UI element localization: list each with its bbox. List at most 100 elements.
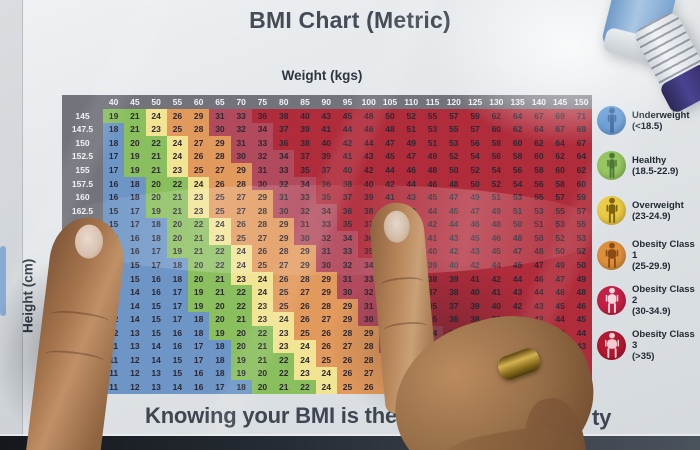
bmi-cell: 37 xyxy=(315,163,337,177)
bmi-cell: 36 xyxy=(443,312,465,326)
left-fingernail xyxy=(74,223,104,260)
legend-item-obesity-class-3: Obesity Class 3 (>35) xyxy=(597,329,699,362)
bmi-cell: 50 xyxy=(443,163,465,177)
bmi-cell: 21 xyxy=(209,285,231,299)
bmi-cell: 13 xyxy=(124,339,146,354)
bmi-cell: 56 xyxy=(528,176,550,191)
bmi-cell: 58 xyxy=(506,149,529,164)
bmi-cell: 25 xyxy=(209,203,231,218)
bmi-cell: 24 xyxy=(315,366,337,381)
bmi-cell: 26 xyxy=(166,109,189,123)
bmi-cell: 53 xyxy=(549,217,571,232)
bmi-cell: 20 xyxy=(145,176,167,191)
bmi-cell: 19 xyxy=(230,353,252,367)
bmi-cell: 24 xyxy=(315,380,337,394)
legend-text-obesity-class-2: Obesity Class 2 (30-34.9) xyxy=(632,284,699,317)
bmi-cell: 67 xyxy=(549,122,571,137)
legend-item-obesity-class-1: Obesity Class 1 (25-29.9) xyxy=(597,239,699,272)
bmi-cell: 22 xyxy=(294,380,316,394)
bmi-cell: 29 xyxy=(315,285,337,299)
bmi-cell: 22 xyxy=(230,298,252,313)
height-label-cell: 150 xyxy=(62,136,103,150)
bmi-cell: 54 xyxy=(506,176,529,191)
bmi-cell: 28 xyxy=(358,353,380,367)
bmi-cell: 28 xyxy=(336,326,359,340)
bmi-cell: 58 xyxy=(528,163,550,177)
bmi-cell: 24 xyxy=(294,353,316,367)
legend-item-overweight: Overweight (23-24.9) xyxy=(597,196,699,225)
bmi-cell: 24 xyxy=(145,109,167,123)
bmi-cell: 20 xyxy=(251,366,274,381)
weight-header-cell: 40 xyxy=(103,95,125,109)
bmi-cell: 20 xyxy=(251,380,274,394)
bmi-cell: 53 xyxy=(570,231,592,245)
bmi-cell: 57 xyxy=(443,109,465,123)
bmi-cell: 62 xyxy=(506,122,529,137)
weight-header-cell: 45 xyxy=(124,95,146,109)
bmi-cell: 51 xyxy=(528,217,550,232)
bmi-cell: 23 xyxy=(251,298,274,313)
bmi-cell: 19 xyxy=(230,366,252,381)
bmi-cell: 67 xyxy=(570,136,592,150)
bmi-cell: 14 xyxy=(124,312,146,326)
bmi-cell: 42 xyxy=(379,176,401,191)
bmi-cell: 51 xyxy=(421,136,444,150)
bmi-cell: 20 xyxy=(166,231,189,245)
bmi-cell: 22 xyxy=(251,326,274,340)
bmi-cell: 30 xyxy=(273,203,295,218)
weight-header-cell: 115 xyxy=(421,95,444,109)
weight-header-cell: 75 xyxy=(251,95,274,109)
legend-circle-overweight xyxy=(597,196,626,225)
bmi-cell: 44 xyxy=(336,122,359,137)
bmi-cell: 24 xyxy=(166,149,189,164)
bmi-cell: 12 xyxy=(124,353,146,367)
bmi-cell: 71 xyxy=(570,109,592,123)
bmi-cell: 20 xyxy=(166,217,189,232)
bmi-cell: 43 xyxy=(443,231,465,245)
bmi-cell: 13 xyxy=(145,366,167,381)
bmi-cell: 45 xyxy=(464,231,486,245)
bmi-cell: 13 xyxy=(124,326,146,340)
bmi-cell: 62 xyxy=(528,136,550,150)
poster-bottom-edge xyxy=(0,434,700,436)
bmi-cell: 40 xyxy=(336,163,359,177)
bmi-cell: 21 xyxy=(145,149,167,164)
bmi-cell: 28 xyxy=(251,203,274,218)
bmi-cell: 43 xyxy=(506,285,529,299)
bmi-cell: 40 xyxy=(294,109,316,123)
bmi-cell: 40 xyxy=(421,244,444,259)
bmi-cell: 39 xyxy=(294,122,316,137)
bmi-cell: 56 xyxy=(506,163,529,177)
bmi-cell: 42 xyxy=(358,163,380,177)
bmi-cell: 16 xyxy=(103,190,125,204)
bmi-cell: 48 xyxy=(358,109,380,123)
bmi-cell: 51 xyxy=(485,190,507,204)
bmi-cell: 50 xyxy=(549,244,571,259)
bmi-cell: 23 xyxy=(273,339,295,354)
bmi-cell: 49 xyxy=(421,149,444,164)
bmi-cell: 30 xyxy=(294,231,316,245)
legend-item-obesity-class-2: Obesity Class 2 (30-34.9) xyxy=(597,284,699,317)
bmi-cell: 31 xyxy=(230,136,252,150)
bmi-cell: 18 xyxy=(145,217,167,232)
weight-header-cell: 135 xyxy=(506,95,529,109)
bmi-cell: 43 xyxy=(358,149,380,164)
legend-text-healthy: Healthy (18.5-22.9) xyxy=(632,155,678,177)
bmi-cell: 54 xyxy=(464,149,486,164)
bmi-cell: 14 xyxy=(124,298,146,313)
bmi-cell: 26 xyxy=(251,244,274,259)
bmi-cell: 45 xyxy=(506,258,529,272)
weight-header-cell: 65 xyxy=(209,95,231,109)
bmi-cell: 15 xyxy=(124,258,146,272)
bmi-cell: 50 xyxy=(379,109,401,123)
bmi-cell: 44 xyxy=(570,326,592,340)
bmi-cell: 18 xyxy=(124,176,146,191)
legend-range: (<18.5) xyxy=(632,120,663,132)
bmi-cell: 30 xyxy=(230,149,252,164)
bmi-cell: 48 xyxy=(421,163,444,177)
height-label-cell: 160 xyxy=(62,190,103,204)
bmi-cell: 21 xyxy=(145,163,167,177)
bmi-cell: 48 xyxy=(485,217,507,232)
finger-crease xyxy=(379,275,424,292)
